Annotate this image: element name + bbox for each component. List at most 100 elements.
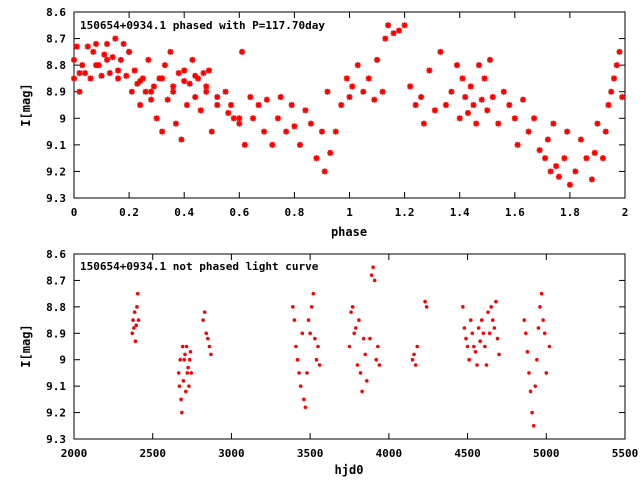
chart-title: 150654+0934.1 not phased light curve [80, 260, 319, 273]
y-tick-label: 8.9 [46, 86, 66, 99]
x-tick-label: 1.6 [505, 206, 525, 219]
data-point [283, 128, 290, 135]
data-point [180, 410, 184, 415]
data-point [313, 336, 317, 341]
data-point [470, 331, 475, 336]
data-point [177, 384, 182, 388]
data-point [484, 363, 489, 367]
data-point [476, 326, 481, 330]
data-point [314, 357, 319, 362]
data-point [291, 123, 298, 130]
data-point [205, 67, 212, 74]
data-point [137, 78, 144, 85]
data-point [475, 62, 482, 69]
data-point [186, 365, 190, 370]
data-point [277, 94, 284, 101]
data-point [178, 357, 183, 362]
data-point [123, 72, 130, 79]
data-point [462, 326, 467, 330]
data-point [131, 318, 135, 322]
plot-frame [73, 11, 626, 199]
data-point [608, 88, 615, 95]
data-point [500, 88, 507, 95]
x-axis-ticks: 0 0.2 0.4 0.6 0.8 1 1.2 1.4 1.6 1.8 2 [71, 12, 629, 219]
y-tick-label: 8.7 [46, 274, 66, 287]
data-point [361, 336, 366, 341]
data-point [465, 344, 470, 349]
data-point [602, 128, 609, 135]
data-point [431, 107, 438, 114]
data-point [93, 40, 100, 47]
data-point [528, 389, 533, 394]
data-point [542, 155, 549, 162]
data-point [159, 128, 166, 135]
data-point [478, 339, 482, 344]
data-point [462, 94, 469, 101]
data-point [349, 83, 356, 90]
y-tick-label: 8.8 [46, 59, 66, 72]
data-point [489, 94, 496, 101]
data-point [139, 75, 146, 82]
data-point [410, 357, 415, 362]
data-point [484, 107, 491, 114]
x-tick-label: 0.4 [174, 206, 194, 219]
x-tick-label: 2 [622, 206, 629, 219]
y-tick-label: 9.3 [46, 433, 66, 446]
data-point [192, 72, 199, 79]
data-point [619, 94, 626, 101]
x-tick-label: 0.6 [229, 206, 249, 219]
data-point [183, 102, 190, 108]
data-point [135, 305, 139, 309]
data-point [390, 30, 397, 37]
data-point [115, 67, 122, 74]
data-point [478, 96, 485, 103]
data-point [184, 344, 189, 349]
data-point [494, 299, 498, 304]
data-point [136, 318, 141, 322]
data-point [544, 371, 549, 375]
data-point [128, 88, 135, 95]
data-point [377, 363, 382, 367]
data-point [101, 51, 108, 58]
data-point [115, 75, 122, 82]
data-point [295, 357, 300, 362]
data-point [170, 88, 177, 95]
data-point [591, 149, 598, 156]
data-point [76, 70, 83, 77]
data-point [613, 62, 620, 69]
data-point [467, 357, 471, 362]
data-point [214, 102, 221, 108]
data-point [175, 70, 182, 77]
data-point [605, 102, 612, 108]
data-point [594, 120, 601, 127]
data-point [182, 357, 186, 362]
x-axis-label: phase [331, 225, 367, 239]
x-tick-label: 0.2 [119, 206, 139, 219]
data-point [321, 168, 328, 175]
data-point [352, 331, 357, 336]
data-point [566, 181, 573, 188]
data-point [492, 326, 497, 330]
data-point [424, 305, 429, 309]
data-point [311, 291, 316, 296]
data-point [553, 163, 560, 170]
data-point [357, 318, 361, 322]
data-point [126, 48, 133, 55]
data-point [73, 43, 80, 50]
data-point [327, 149, 334, 156]
data-point [79, 62, 86, 69]
data-point [420, 120, 427, 127]
data-point [303, 405, 308, 410]
data-point [208, 128, 215, 135]
x-tick-label: 2500 [139, 447, 166, 460]
data-point [372, 278, 377, 283]
data-point [531, 115, 538, 122]
data-point [106, 70, 113, 77]
data-point [186, 80, 193, 87]
data-point [541, 318, 545, 322]
data-point [468, 318, 473, 322]
y-tick-label: 8.8 [46, 301, 66, 314]
data-point [363, 352, 368, 357]
x-tick-label: 4000 [376, 447, 403, 460]
y-tick-label: 8.6 [46, 248, 66, 261]
